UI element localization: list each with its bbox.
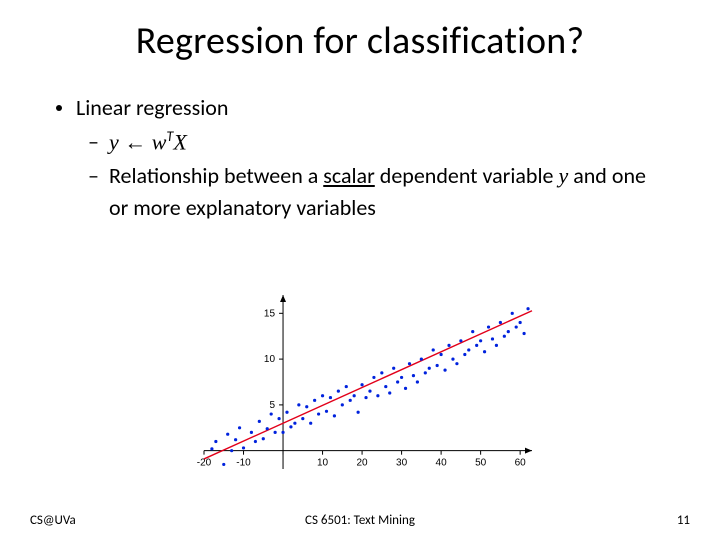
footer-page-number: 11 bbox=[677, 513, 690, 528]
svg-text:60: 60 bbox=[515, 458, 527, 469]
svg-text:-10: -10 bbox=[236, 458, 251, 469]
rel-pre: Relationship between a bbox=[109, 162, 323, 189]
slide-title: Regression for classification? bbox=[0, 18, 720, 64]
rel-y: y bbox=[558, 163, 568, 188]
rel-scalar: scalar bbox=[323, 162, 375, 189]
slide: Regression for classification? Linear re… bbox=[0, 0, 720, 540]
svg-text:20: 20 bbox=[357, 458, 369, 469]
svg-text:15: 15 bbox=[264, 308, 276, 319]
formula-suffix: X bbox=[173, 129, 186, 154]
bullet-linear-regression: Linear regression bbox=[56, 92, 666, 124]
relationship-text: Relationship between a scalar dependent … bbox=[109, 160, 666, 224]
svg-text:5: 5 bbox=[269, 400, 275, 411]
svg-text:30: 30 bbox=[396, 458, 408, 469]
formula-prefix: y ← w bbox=[109, 129, 166, 154]
svg-text:40: 40 bbox=[436, 458, 448, 469]
bullet-dash-icon: – bbox=[88, 126, 99, 158]
svg-text:50: 50 bbox=[475, 458, 487, 469]
bullet-formula: – y ← wTX bbox=[88, 126, 666, 158]
rel-mid: dependent variable bbox=[375, 162, 559, 189]
svg-text:10: 10 bbox=[317, 458, 329, 469]
bullet-relationship: – Relationship between a scalar dependen… bbox=[88, 160, 666, 224]
chart-svg: -20-1010203040506051015 bbox=[170, 285, 540, 495]
formula-text: y ← wTX bbox=[109, 126, 187, 158]
bullet-dot-icon bbox=[56, 105, 62, 111]
slide-body: Linear regression – y ← wTX – Relationsh… bbox=[56, 92, 666, 226]
svg-text:10: 10 bbox=[264, 354, 276, 365]
footer-center: CS 6501: Text Mining bbox=[0, 513, 720, 528]
bullet-dash-icon: – bbox=[88, 160, 99, 192]
regression-chart: -20-1010203040506051015 bbox=[170, 285, 540, 495]
bullet-l1-text: Linear regression bbox=[76, 92, 228, 124]
